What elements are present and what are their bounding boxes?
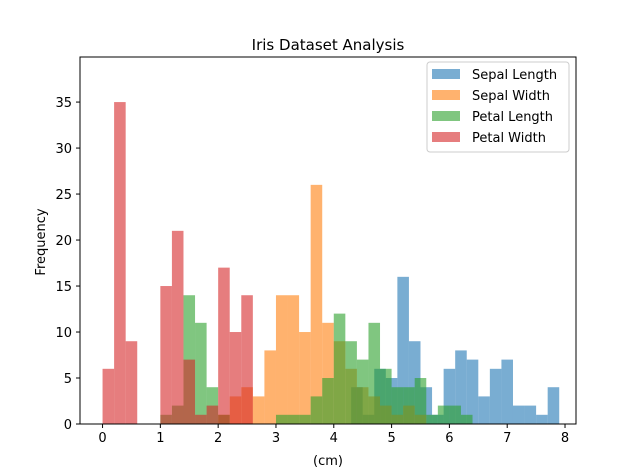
bar-series-2-bin-12	[299, 414, 311, 424]
y-tick-label: 5	[64, 372, 72, 387]
y-tick-label: 10	[55, 326, 72, 341]
legend-swatch	[432, 111, 460, 121]
y-tick-label: 35	[55, 96, 72, 111]
y-tick-label: 0	[64, 418, 72, 433]
bar-series-1-bin-5	[275, 295, 288, 424]
bar-series-2-bin-24	[437, 405, 450, 424]
bar-series-0-bin-16	[536, 414, 548, 424]
bar-series-2-bin-22	[414, 378, 427, 424]
bar-series-3-bin-11	[229, 332, 242, 424]
bar-series-3-bin-7	[183, 359, 196, 424]
bar-series-3-bin-10	[218, 267, 230, 424]
bar-series-0-bin-12	[489, 368, 502, 424]
bar-series-0-bin-4	[397, 276, 409, 424]
bar-series-2-bin-15	[333, 313, 346, 424]
x-tick-label: 4	[330, 431, 338, 446]
bar-series-2-bin-18	[368, 322, 381, 424]
bar-series-3-bin-2	[125, 341, 138, 424]
bar-series-3-bin-9	[206, 405, 219, 424]
legend-label: Petal Length	[472, 110, 553, 125]
bar-series-2-bin-20	[391, 387, 404, 424]
bar-series-1-bin-8	[310, 184, 323, 424]
legend-swatch	[432, 90, 460, 100]
legend-box	[426, 61, 570, 153]
bar-series-3-bin-5	[160, 286, 172, 424]
bar-series-1-bin-4	[264, 350, 276, 424]
x-axis-label: (cm)	[313, 454, 343, 469]
legend-label: Sepal Width	[472, 89, 550, 104]
legend: Sepal Length Sepal Width Petal Length Petal…	[426, 61, 570, 153]
y-tick-label: 15	[55, 280, 72, 295]
x-tick-label: 1	[156, 431, 164, 446]
bar-series-3-bin-0	[102, 368, 115, 424]
bar-series-1-bin-3	[252, 396, 265, 424]
x-tick-label: 8	[561, 431, 569, 446]
bar-series-0-bin-10	[466, 359, 479, 424]
y-tick-label: 30	[55, 142, 72, 157]
bar-series-2-bin-23	[426, 414, 438, 424]
bar-series-3-bin-8	[195, 414, 207, 424]
bar-series-2-bin-13	[310, 396, 323, 424]
bar-series-2-bin-16	[345, 341, 357, 424]
y-axis-label: Frequency	[34, 208, 49, 275]
bar-series-0-bin-14	[512, 405, 525, 424]
bar-series-2-bin-26	[460, 414, 473, 424]
y-tick-label: 25	[55, 188, 72, 203]
bars-layer	[102, 102, 560, 424]
bar-series-0-bin-13	[501, 359, 513, 424]
bar-series-1-bin-9	[322, 322, 334, 424]
legend-label: Sepal Length	[472, 68, 557, 83]
bar-series-0-bin-17	[547, 387, 560, 424]
legend-swatch	[432, 132, 460, 142]
x-tick-label: 7	[503, 431, 511, 446]
legend-label: Petal Width	[472, 131, 546, 146]
y-tick-label: 20	[55, 234, 72, 249]
bar-series-3-bin-6	[171, 230, 184, 424]
bar-series-2-bin-11	[287, 414, 300, 424]
bar-series-1-bin-6	[287, 295, 300, 424]
bar-series-1-bin-7	[299, 332, 311, 424]
x-tick-label: 6	[445, 431, 453, 446]
legend-swatch	[432, 69, 460, 79]
x-tick-label: 5	[387, 431, 395, 446]
bar-series-0-bin-8	[443, 368, 456, 424]
bar-series-3-bin-1	[114, 102, 126, 424]
bar-series-2-bin-10	[275, 414, 288, 424]
y-axis-ticks: 0 5 10 15 20 25 30 35	[55, 96, 80, 433]
x-tick-label: 3	[272, 431, 280, 446]
bar-series-2-bin-25	[449, 405, 461, 424]
bar-series-2-bin-3	[195, 322, 207, 424]
bar-series-2-bin-17	[356, 359, 369, 424]
bar-series-3-bin-12	[241, 295, 253, 424]
bar-series-2-bin-14	[322, 378, 334, 424]
x-axis-ticks: 0 1 2 3 4 5 6 7 8	[98, 424, 569, 446]
x-tick-label: 0	[98, 431, 106, 446]
chart-title: Iris Dataset Analysis	[252, 36, 405, 54]
bar-series-0-bin-9	[455, 350, 467, 424]
plot-frame	[79, 56, 577, 425]
bar-series-2-bin-19	[380, 368, 392, 424]
bar-series-0-bin-15	[524, 405, 537, 424]
bar-series-2-bin-21	[403, 387, 415, 424]
x-tick-label: 2	[214, 431, 222, 446]
bar-series-0-bin-11	[478, 396, 490, 424]
